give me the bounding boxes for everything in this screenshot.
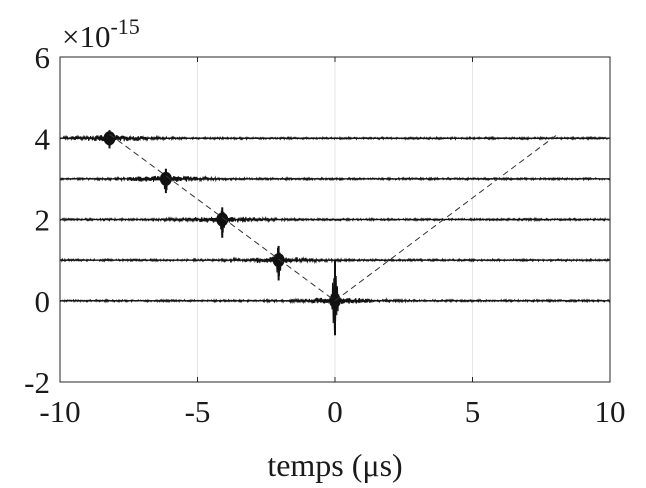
y-multiplier: ×10-15 [62,14,140,54]
y-tick-label: -2 [24,365,50,400]
trace [59,207,611,238]
x-tick-label: -10 [39,394,80,429]
y-tick-label: 4 [35,121,51,156]
x-tick-layer: -10 -5 0 5 10 [39,57,626,429]
y-tick-label: 6 [35,40,51,75]
x-tick-label: 0 [327,394,343,429]
trace [59,245,611,281]
trace [59,130,611,149]
trace-signal [59,169,611,191]
x-axis-label: temps (μs) [267,447,402,483]
trace-signal [59,210,611,238]
dashed-guide-line [334,133,559,302]
dashed-guide-line [109,133,336,302]
trace-signal [59,131,611,146]
y-tick-label: 2 [35,203,51,238]
y-tick-label: 0 [35,284,51,319]
dashed-guide-layer [109,133,559,302]
x-tick-label: -5 [185,394,211,429]
x-tick-label: 10 [595,394,626,429]
trace-signal [59,247,611,277]
y-tick-layer: -2 0 2 4 6 [24,40,610,400]
trace [59,168,611,194]
x-tick-label: 5 [465,394,481,429]
